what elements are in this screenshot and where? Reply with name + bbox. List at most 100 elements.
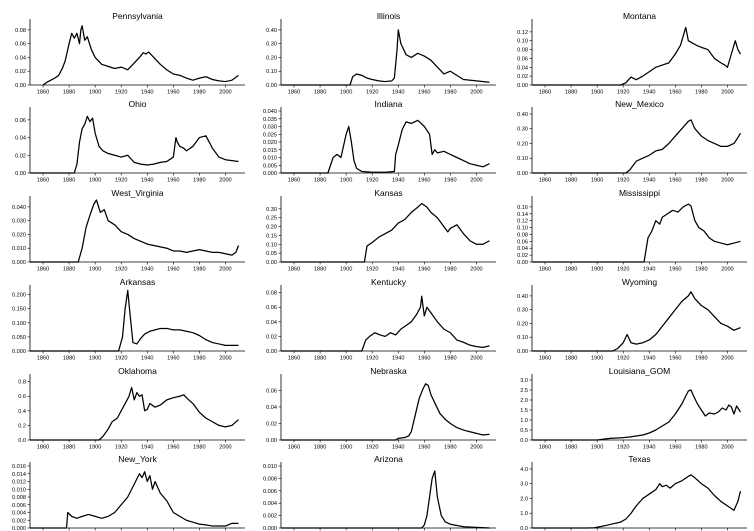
x-tick-label: 1900 xyxy=(340,356,352,362)
y-tick-label: 0.20 xyxy=(266,225,277,231)
y-tick-label: 0.000 xyxy=(263,171,277,177)
x-tick-label: 1860 xyxy=(288,178,300,184)
x-tick-label: 1880 xyxy=(63,90,75,96)
x-tick-label: 1920 xyxy=(115,178,127,184)
y-tick-label: 0.40 xyxy=(266,28,277,34)
x-tick-label: 1900 xyxy=(89,90,101,96)
y-tick-label: 0.10 xyxy=(266,69,277,75)
chart-panel-arkansas: Arkansas 0.000 0.050 0.100 0.150 0.200 1860 188… xyxy=(12,277,245,362)
y-tick-label: 0.40 xyxy=(517,294,528,300)
x-tick-label: 1880 xyxy=(565,356,577,362)
x-tick-label: 1900 xyxy=(340,445,352,451)
y-tick-label: 0.10 xyxy=(266,242,277,248)
y-tick-label: 0.02 xyxy=(15,153,26,159)
chart-panel-kentucky: Kentucky 0.00 0.02 0.04 0.06 0.08 1860 1880 1900… xyxy=(266,277,496,362)
series-line-indiana xyxy=(281,119,490,174)
y-tick-label: 0.20 xyxy=(517,321,528,327)
chart-title-nebraska: Nebraska xyxy=(370,366,407,376)
x-tick-label: 1920 xyxy=(115,356,127,362)
chart-panel-pennsylvania: Pennsylvania 0.00 0.02 0.04 0.06 0.08 1860 1880… xyxy=(15,11,245,96)
y-tick-label: 0.40 xyxy=(517,112,528,118)
y-tick-label: 0.04 xyxy=(266,405,277,411)
y-tick-label: 0.02 xyxy=(517,74,528,80)
x-tick-label: 1860 xyxy=(288,445,300,451)
series-line-louisiana-gom xyxy=(532,389,742,441)
y-tick-label: 0.010 xyxy=(12,246,26,252)
x-tick-label: 1900 xyxy=(89,178,101,184)
x-tick-label: 1920 xyxy=(115,267,127,273)
x-tick-label: 2000 xyxy=(219,90,231,96)
y-tick-label: 0.25 xyxy=(266,216,277,222)
y-tick-label: 0.00 xyxy=(266,260,277,266)
chart-title-arizona: Arizona xyxy=(374,454,403,464)
x-tick-label: 1960 xyxy=(418,356,430,362)
chart-title-louisiana-gom: Louisiana_GOM xyxy=(609,366,670,376)
y-tick-label: 0.20 xyxy=(266,55,277,61)
x-tick-label: 1900 xyxy=(340,267,352,273)
chart-title-kentucky: Kentucky xyxy=(371,277,407,287)
x-tick-label: 1940 xyxy=(392,267,404,273)
x-tick-label: 1960 xyxy=(418,445,430,451)
y-tick-label: 0.20 xyxy=(517,141,528,147)
y-tick-label: 0.30 xyxy=(517,308,528,314)
y-tick-label: 0.004 xyxy=(12,511,26,517)
y-tick-label: 0.08 xyxy=(15,28,26,34)
chart-panel-louisiana-gom: Louisiana_GOM 0.0 0.5 1.0 1.5 2.0 2.5 3.0 1860 18… xyxy=(520,366,747,451)
x-tick-label: 1980 xyxy=(444,178,456,184)
y-tick-label: 0.30 xyxy=(266,207,277,213)
y-tick-label: 0.010 xyxy=(263,156,277,162)
x-tick-label: 1960 xyxy=(418,267,430,273)
y-tick-label: 0.00 xyxy=(15,171,26,177)
x-tick-label: 2000 xyxy=(219,445,231,451)
x-tick-label: 1940 xyxy=(392,445,404,451)
y-tick-label: 0.16 xyxy=(517,205,528,211)
x-tick-label: 1860 xyxy=(288,267,300,273)
y-tick-label: 0.000 xyxy=(12,526,26,531)
chart-title-pennsylvania: Pennsylvania xyxy=(112,11,163,21)
y-tick-label: 2.0 xyxy=(520,398,528,404)
y-tick-label: 0.8 xyxy=(18,380,26,386)
y-tick-label: 3.0 xyxy=(520,482,528,488)
x-tick-label: 1940 xyxy=(141,90,153,96)
y-tick-label: 0.08 xyxy=(517,48,528,54)
x-tick-label: 1940 xyxy=(643,90,655,96)
chart-panel-west-virginia: West_Virginia 0.000 0.010 0.020 0.030 0.040 18… xyxy=(12,188,245,273)
series-line-ohio xyxy=(30,115,239,174)
y-tick-label: 0.14 xyxy=(517,212,528,218)
x-tick-label: 1960 xyxy=(669,178,681,184)
x-tick-label: 1880 xyxy=(314,90,326,96)
x-tick-label: 1900 xyxy=(591,90,603,96)
x-tick-label: 1880 xyxy=(314,356,326,362)
y-tick-label: 0.020 xyxy=(12,232,26,238)
y-tick-label: 0.04 xyxy=(266,320,277,326)
chart-panel-illinois: Illinois 0.00 0.10 0.20 0.30 0.40 1860 1880 1900… xyxy=(266,11,496,96)
x-tick-label: 1980 xyxy=(695,445,707,451)
x-tick-label: 1860 xyxy=(37,90,49,96)
x-tick-label: 1920 xyxy=(366,178,378,184)
x-tick-label: 1940 xyxy=(141,178,153,184)
x-tick-label: 1940 xyxy=(643,445,655,451)
x-tick-label: 1920 xyxy=(115,90,127,96)
x-tick-label: 1920 xyxy=(617,178,629,184)
x-tick-label: 1940 xyxy=(392,356,404,362)
y-tick-label: 0.02 xyxy=(266,334,277,340)
x-tick-label: 1900 xyxy=(591,178,603,184)
y-tick-label: 0.015 xyxy=(263,148,277,154)
x-tick-label: 1920 xyxy=(366,90,378,96)
x-tick-label: 1860 xyxy=(539,178,551,184)
y-tick-label: 0.100 xyxy=(12,321,26,327)
x-tick-label: 1940 xyxy=(643,267,655,273)
y-tick-label: 0.0 xyxy=(18,438,26,444)
x-tick-label: 1880 xyxy=(63,356,75,362)
y-tick-label: 0.006 xyxy=(263,489,277,495)
x-tick-label: 1860 xyxy=(37,267,49,273)
y-tick-label: 0.000 xyxy=(263,526,277,531)
y-tick-label: 0.00 xyxy=(266,349,277,355)
y-tick-label: 0.06 xyxy=(517,56,528,62)
y-tick-label: 0.035 xyxy=(263,117,277,123)
y-tick-label: 0.06 xyxy=(15,42,26,48)
x-tick-label: 1940 xyxy=(141,267,153,273)
x-tick-label: 1980 xyxy=(695,356,707,362)
y-tick-label: 0.10 xyxy=(517,226,528,232)
series-line-new-york xyxy=(30,471,239,529)
